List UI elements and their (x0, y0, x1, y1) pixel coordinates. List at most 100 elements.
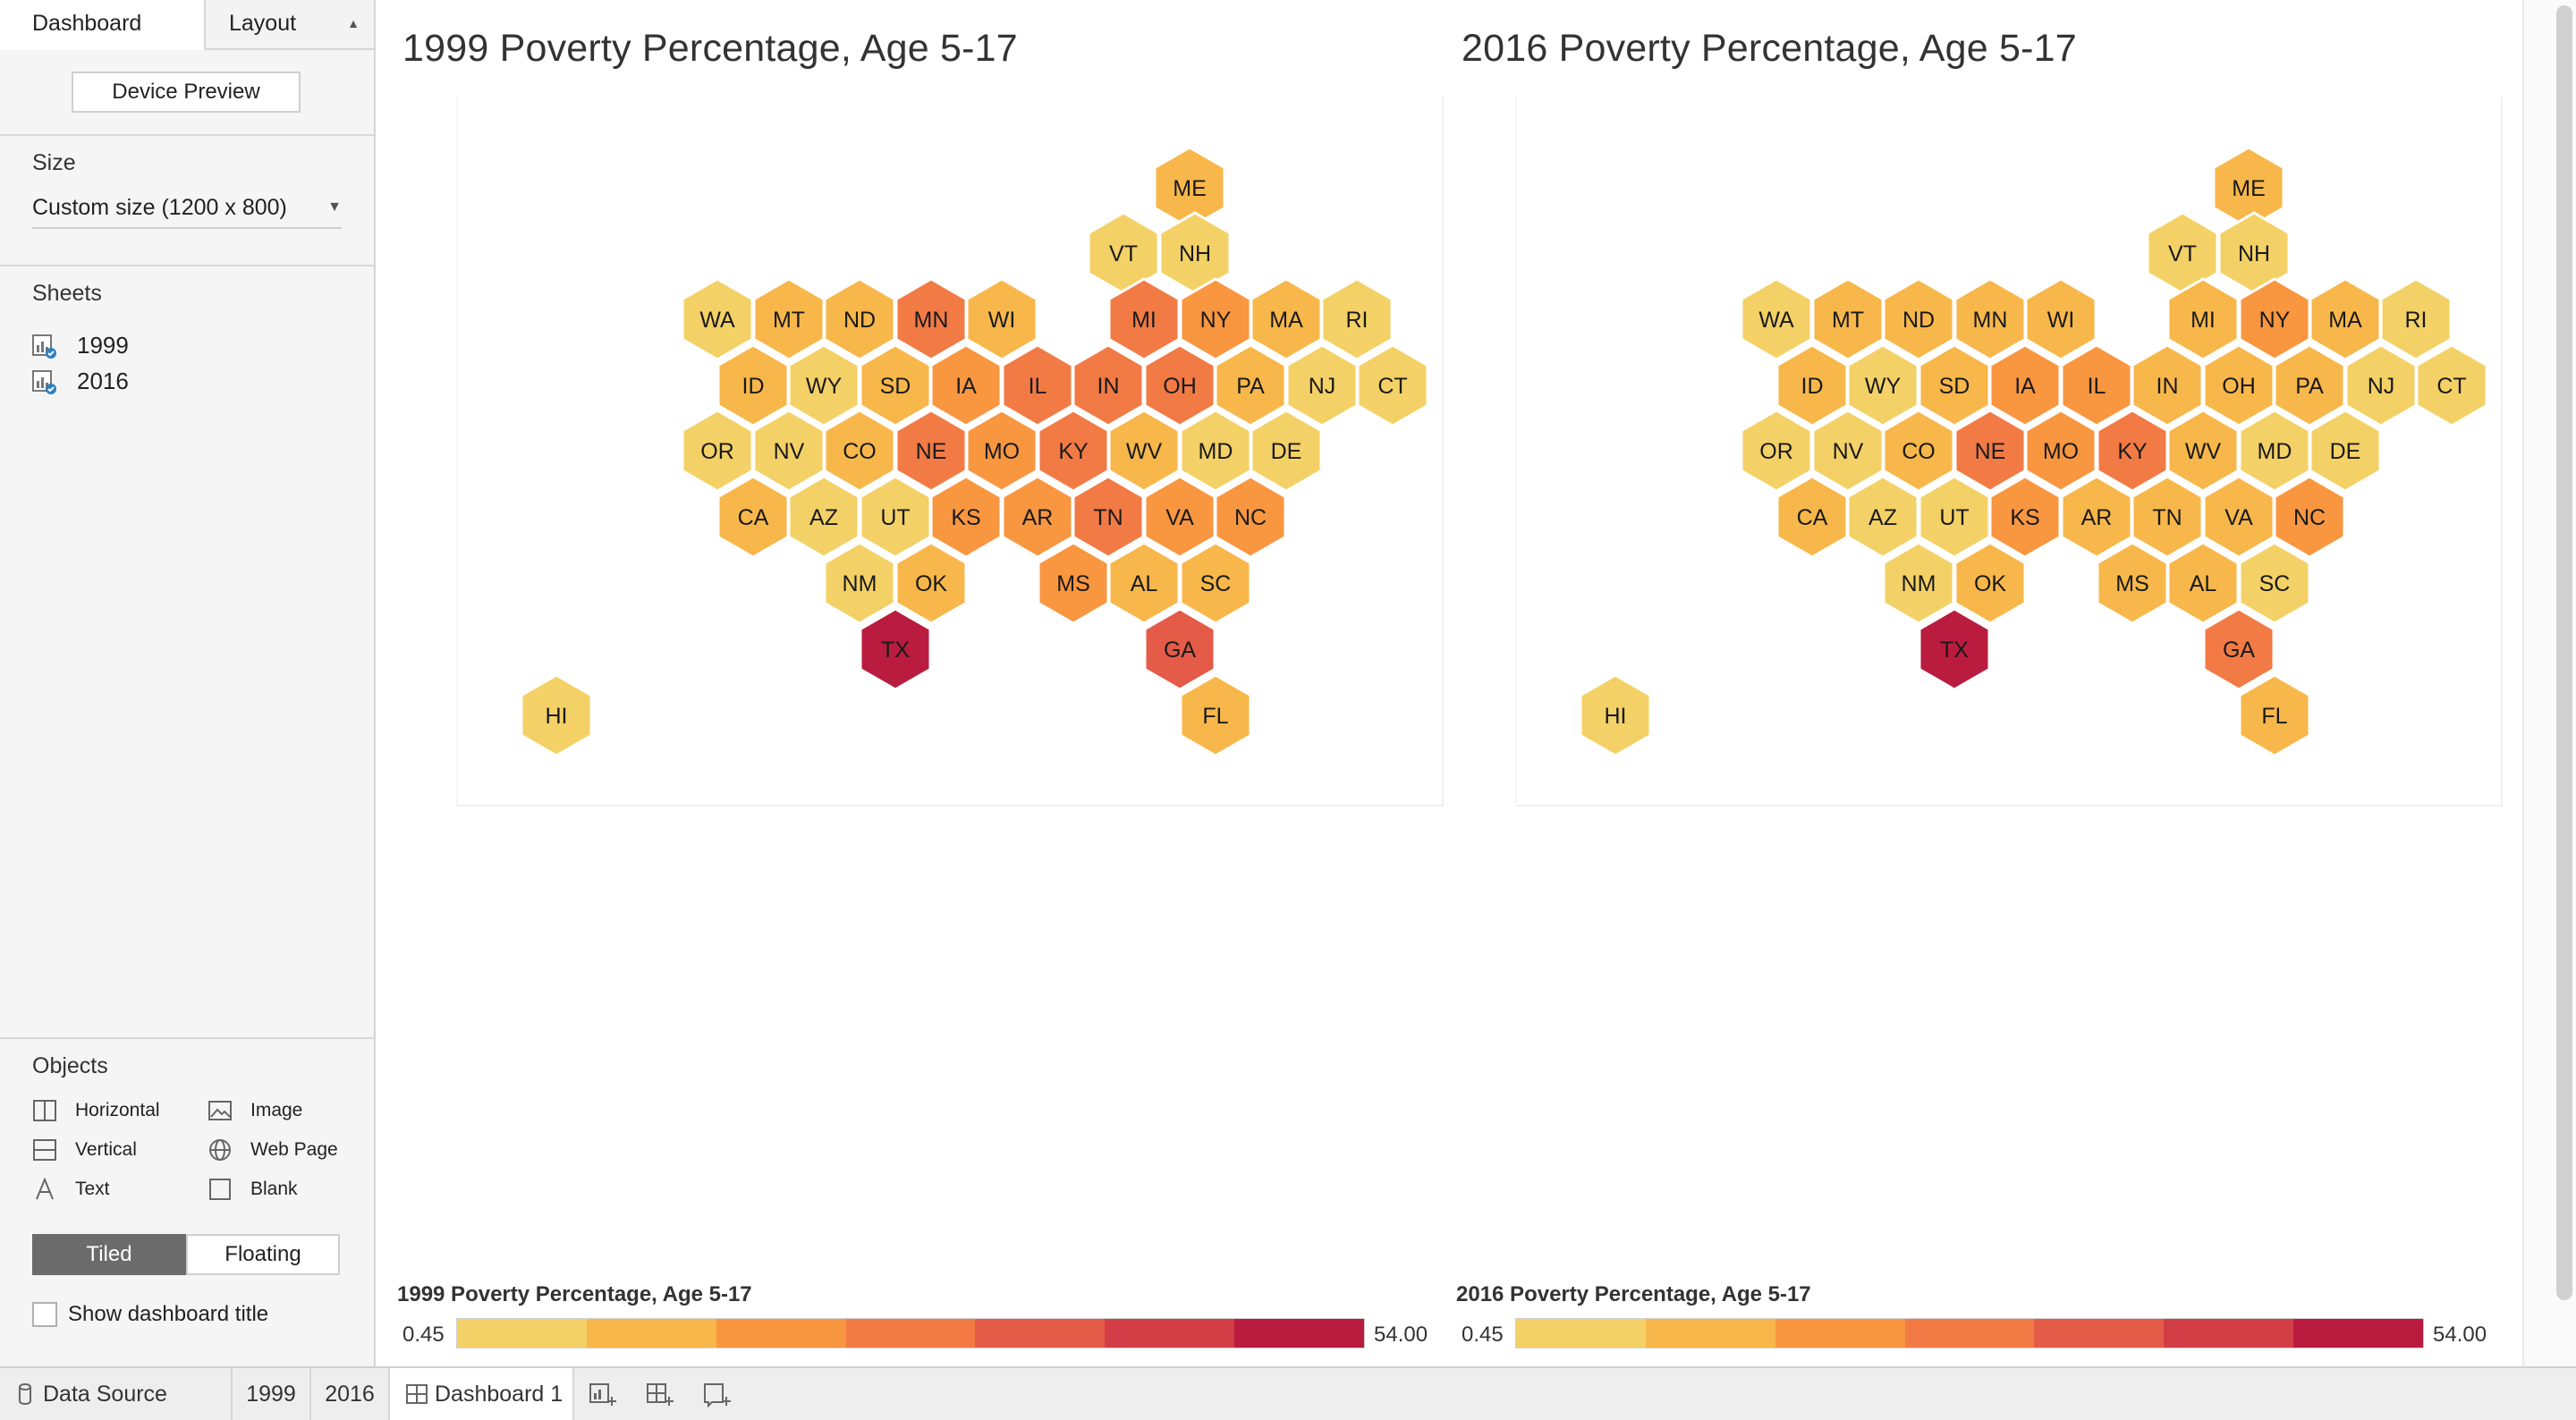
state-hex-il[interactable]: IL (2060, 343, 2133, 427)
state-hex-shape[interactable] (1882, 409, 1955, 493)
new-story-button[interactable] (689, 1368, 746, 1420)
state-hex-shape[interactable] (1072, 343, 1145, 427)
tab-sheet-1999[interactable]: 1999 (233, 1368, 311, 1420)
state-hex-shape[interactable] (2273, 343, 2346, 427)
state-hex-shape[interactable] (1072, 475, 1145, 559)
state-hex-ne[interactable]: NE (1953, 409, 2027, 493)
state-hex-va[interactable]: VA (1143, 475, 1216, 559)
state-hex-ar[interactable]: AR (1001, 475, 1074, 559)
state-hex-shape[interactable] (965, 277, 1038, 361)
tab-sheet-2016[interactable]: 2016 (311, 1368, 390, 1420)
state-hex-ma[interactable]: MA (2309, 277, 2382, 361)
state-hex-me[interactable]: ME (1153, 146, 1226, 230)
state-hex-shape[interactable] (1988, 475, 2062, 559)
state-hex-shape[interactable] (1846, 475, 1919, 559)
state-hex-ok[interactable]: OK (894, 541, 968, 625)
state-hex-shape[interactable] (2024, 277, 2097, 361)
state-hex-shape[interactable] (1579, 673, 1652, 757)
state-hex-nm[interactable]: NM (1882, 541, 1955, 625)
state-hex-ky[interactable]: KY (2096, 409, 2169, 493)
state-hex-wy[interactable]: WY (1846, 343, 1919, 427)
state-hex-shape[interactable] (787, 475, 860, 559)
tab-dashboard[interactable]: Dashboard (0, 0, 204, 50)
state-hex-shape[interactable] (520, 673, 593, 757)
state-hex-nd[interactable]: ND (1882, 277, 1955, 361)
state-hex-co[interactable]: CO (1882, 409, 1955, 493)
state-hex-ne[interactable]: NE (894, 409, 968, 493)
state-hex-ok[interactable]: OK (1953, 541, 2027, 625)
state-hex-shape[interactable] (929, 475, 1003, 559)
state-hex-sd[interactable]: SD (859, 343, 932, 427)
state-hex-wa[interactable]: WA (681, 277, 754, 361)
state-hex-wi[interactable]: WI (965, 277, 1038, 361)
state-hex-ca[interactable]: CA (716, 475, 790, 559)
state-hex-shape[interactable] (1740, 277, 1813, 361)
show-dashboard-title-checkbox[interactable] (32, 1302, 57, 1327)
state-hex-shape[interactable] (1846, 343, 1919, 427)
new-worksheet-button[interactable] (574, 1368, 631, 1420)
state-hex-ia[interactable]: IA (929, 343, 1003, 427)
state-hex-de[interactable]: DE (1250, 409, 1323, 493)
state-hex-shape[interactable] (787, 343, 860, 427)
state-hex-shape[interactable] (1953, 541, 2027, 625)
state-hex-shape[interactable] (894, 541, 968, 625)
state-hex-de[interactable]: DE (2309, 409, 2382, 493)
state-hex-or[interactable]: OR (1740, 409, 1813, 493)
state-hex-shape[interactable] (1320, 277, 1394, 361)
state-hex-nv[interactable]: NV (1811, 409, 1885, 493)
state-hex-shape[interactable] (1214, 343, 1287, 427)
state-hex-nd[interactable]: ND (823, 277, 896, 361)
state-hex-mt[interactable]: MT (752, 277, 826, 361)
size-dropdown[interactable]: Custom size (1200 x 800) ▼ (32, 190, 342, 229)
state-hex-shape[interactable] (681, 409, 754, 493)
state-hex-nc[interactable]: NC (2273, 475, 2346, 559)
state-hex-shape[interactable] (2238, 673, 2311, 757)
state-hex-ny[interactable]: NY (1179, 277, 1252, 361)
state-hex-ks[interactable]: KS (1988, 475, 2062, 559)
state-hex-shape[interactable] (2166, 409, 2240, 493)
state-hex-ky[interactable]: KY (1037, 409, 1110, 493)
state-hex-shape[interactable] (2131, 343, 2204, 427)
state-hex-mi[interactable]: MI (2166, 277, 2240, 361)
state-hex-shape[interactable] (2024, 409, 2097, 493)
state-hex-tx[interactable]: TX (1918, 607, 1991, 691)
device-preview-button[interactable]: Device Preview (72, 72, 301, 113)
state-hex-ca[interactable]: CA (1775, 475, 1849, 559)
state-hex-mn[interactable]: MN (1953, 277, 2027, 361)
state-hex-shape[interactable] (681, 277, 754, 361)
state-hex-tn[interactable]: TN (2131, 475, 2204, 559)
state-hex-in[interactable]: IN (1072, 343, 1145, 427)
state-hex-tx[interactable]: TX (859, 607, 932, 691)
state-hex-shape[interactable] (2309, 409, 2382, 493)
state-hex-ut[interactable]: UT (859, 475, 932, 559)
state-hex-ct[interactable]: CT (1356, 343, 1429, 427)
state-hex-ms[interactable]: MS (2096, 541, 2169, 625)
tiled-toggle[interactable]: Tiled (32, 1234, 186, 1275)
state-hex-shape[interactable] (1882, 541, 1955, 625)
new-dashboard-button[interactable] (631, 1368, 689, 1420)
state-hex-shape[interactable] (929, 343, 1003, 427)
state-hex-shape[interactable] (823, 277, 896, 361)
state-hex-nc[interactable]: NC (1214, 475, 1287, 559)
state-hex-hi[interactable]: HI (520, 673, 593, 757)
state-hex-fl[interactable]: FL (1179, 673, 1252, 757)
state-hex-wa[interactable]: WA (1740, 277, 1813, 361)
state-hex-pa[interactable]: PA (2273, 343, 2346, 427)
color-legend-1999[interactable] (456, 1318, 1365, 1348)
state-hex-ut[interactable]: UT (1918, 475, 1991, 559)
state-hex-shape[interactable] (1988, 343, 2062, 427)
state-hex-shape[interactable] (823, 409, 896, 493)
state-hex-sd[interactable]: SD (1918, 343, 1991, 427)
state-hex-shape[interactable] (2166, 541, 2240, 625)
state-hex-shape[interactable] (1143, 607, 1216, 691)
state-hex-shape[interactable] (1918, 607, 1991, 691)
color-legend-2016[interactable] (1515, 1318, 2424, 1348)
state-hex-shape[interactable] (965, 409, 1038, 493)
state-hex-shape[interactable] (2273, 475, 2346, 559)
state-hex-il[interactable]: IL (1001, 343, 1074, 427)
state-hex-wv[interactable]: WV (2166, 409, 2240, 493)
tab-dashboard-1[interactable]: Dashboard 1 (390, 1368, 574, 1420)
state-hex-ks[interactable]: KS (929, 475, 1003, 559)
state-hex-sc[interactable]: SC (1179, 541, 1252, 625)
state-hex-wy[interactable]: WY (787, 343, 860, 427)
